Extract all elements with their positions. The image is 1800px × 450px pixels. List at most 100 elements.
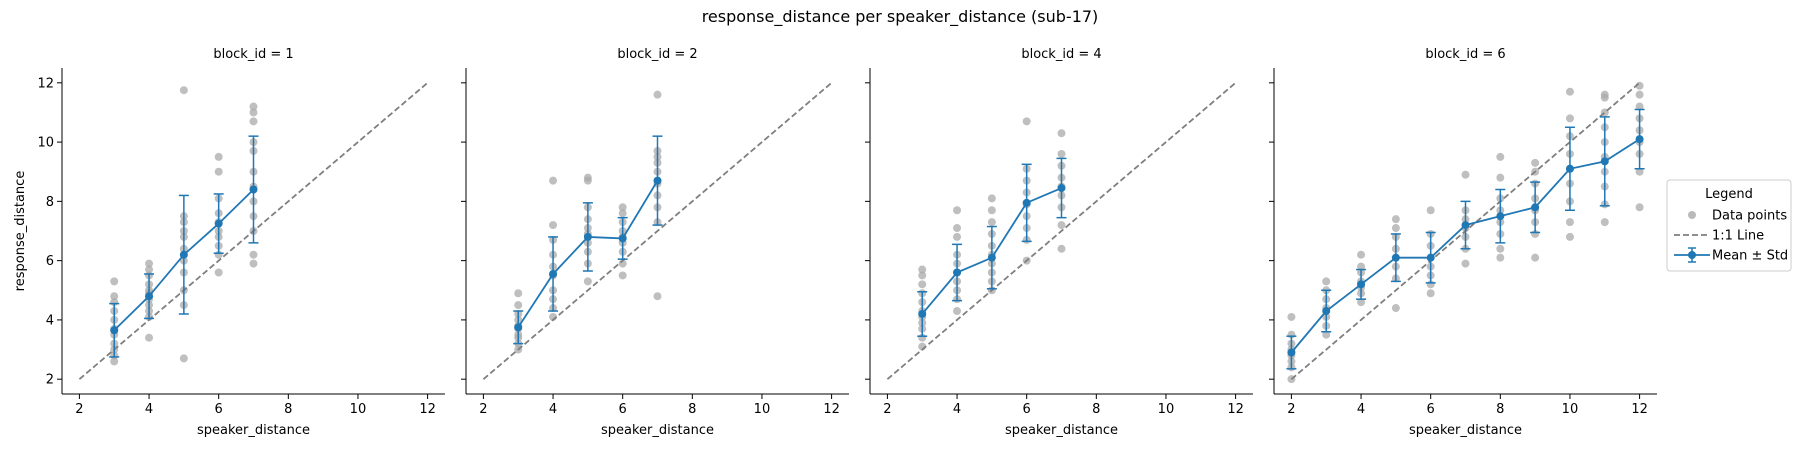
data-point: [110, 357, 119, 366]
mean-marker: [1057, 184, 1066, 193]
x-tick-label: 2: [75, 402, 83, 417]
y-axis-label: response_distance: [13, 171, 28, 292]
data-point: [110, 292, 119, 301]
data-point: [1426, 289, 1435, 298]
mean-marker: [1391, 253, 1400, 262]
data-point: [1635, 90, 1644, 99]
data-point: [1426, 206, 1435, 215]
x-tick-label: 12: [1631, 402, 1648, 417]
panel-block-2: block_id = 2 2 4 6 8 10 12 speaker_distance: [461, 47, 849, 438]
x-tick-label: 2: [883, 402, 891, 417]
mean-marker: [1287, 348, 1296, 357]
data-point: [1565, 232, 1574, 241]
data-point: [987, 218, 996, 227]
legend-title: Legend: [1705, 187, 1753, 202]
data-point: [110, 277, 119, 286]
data-point: [653, 90, 662, 99]
data-point: [953, 224, 962, 233]
panel-title: block_id = 1: [213, 47, 293, 62]
mean-marker: [1600, 157, 1609, 166]
mean-marker: [1496, 212, 1505, 221]
data-point: [549, 221, 558, 230]
panels: block_id = 1 2 4 6 8 10 12 2 4 6 8 10 12 speaker_dist…: [13, 47, 1657, 438]
data-point: [145, 333, 154, 342]
data-point: [653, 292, 662, 301]
data-point: [1496, 173, 1505, 182]
data-point: [583, 173, 592, 182]
x-tick-label: 10: [1158, 402, 1175, 417]
data-point: [918, 280, 927, 289]
data-point: [1461, 259, 1470, 268]
data-point: [987, 206, 996, 215]
identity-line: [886, 82, 1237, 380]
data-point: [1322, 330, 1331, 339]
data-point: [249, 117, 258, 126]
panel-title: block_id = 2: [617, 47, 697, 62]
mean-marker: [179, 250, 188, 259]
data-point: [1391, 224, 1400, 233]
data-point: [514, 289, 523, 298]
mean-marker: [953, 268, 962, 277]
data-point: [1057, 221, 1066, 230]
mean-marker: [1531, 203, 1540, 212]
data-point: [214, 268, 223, 277]
data-point: [1357, 298, 1366, 307]
mean-marker: [110, 326, 119, 335]
x-tick-label: 12: [419, 402, 436, 417]
data-point: [249, 250, 258, 259]
data-point: [1057, 129, 1066, 138]
data-point: [1600, 90, 1609, 99]
data-point: [987, 194, 996, 203]
data-point: [1357, 262, 1366, 271]
x-tick-label: 6: [1427, 402, 1435, 417]
data-point: [1565, 114, 1574, 123]
figure-title: response_distance per speaker_distance (…: [702, 7, 1099, 27]
x-tick-label: 12: [1227, 402, 1244, 417]
legend-frame: [1666, 179, 1792, 272]
mean-marker: [1635, 135, 1644, 144]
data-point: [514, 301, 523, 310]
x-tick-label: 2: [479, 402, 487, 417]
legend-marker-mean: [1688, 251, 1696, 259]
data-point: [1357, 250, 1366, 259]
x-tick-label: 10: [754, 402, 771, 417]
data-point: [918, 271, 927, 280]
data-point: [249, 102, 258, 111]
data-point: [583, 277, 592, 286]
data-point: [179, 354, 188, 363]
data-point: [1600, 218, 1609, 227]
data-point: [1461, 170, 1470, 179]
data-point: [1531, 158, 1540, 167]
y-tick-label: 8: [46, 195, 54, 210]
data-point: [1057, 149, 1066, 158]
mean-marker: [1022, 198, 1031, 207]
data-point: [1287, 312, 1296, 321]
panel-block-1: block_id = 1 2 4 6 8 10 12 2 4 6 8 10 12 speaker_dist…: [13, 47, 445, 438]
mean-marker: [1461, 221, 1470, 230]
data-point: [1391, 304, 1400, 313]
data-point: [214, 167, 223, 176]
x-tick-label: 6: [619, 402, 627, 417]
mean-marker: [514, 323, 523, 332]
mean-marker: [145, 292, 154, 301]
data-point: [1635, 167, 1644, 176]
mean-marker: [549, 269, 558, 278]
mean-marker: [987, 253, 996, 262]
y-tick-label: 2: [46, 373, 54, 388]
data-point: [214, 152, 223, 161]
data-point: [1496, 253, 1505, 262]
mean-marker: [1357, 280, 1366, 289]
y-tick-label: 4: [46, 313, 54, 328]
data-point: [1496, 152, 1505, 161]
data-point: [953, 232, 962, 241]
data-point: [1391, 215, 1400, 224]
mean-marker: [653, 176, 662, 185]
data-point: [145, 259, 154, 268]
data-point: [249, 259, 258, 268]
x-tick-label: 12: [823, 402, 840, 417]
data-point: [918, 265, 927, 274]
legend-label-identity-line: 1:1 Line: [1712, 229, 1764, 244]
data-point: [1565, 87, 1574, 96]
data-point: [618, 209, 627, 218]
